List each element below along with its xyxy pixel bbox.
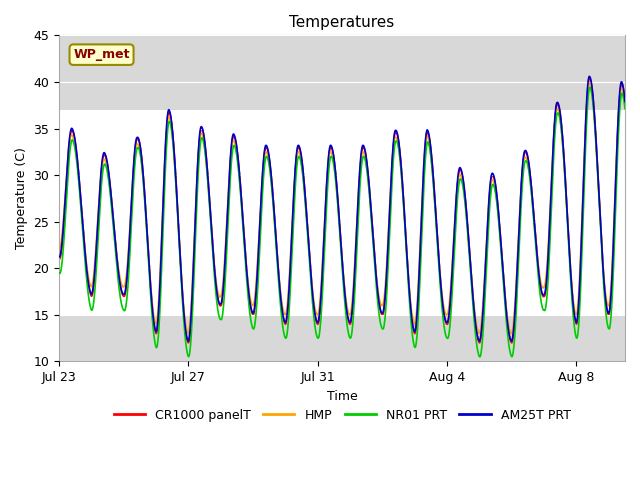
HMP — [55, 247, 63, 252]
AM25T PRT — [586, 73, 593, 79]
CR1000 panelT — [55, 256, 63, 262]
AM25T PRT — [508, 338, 515, 344]
AM25T PRT — [55, 254, 63, 260]
Line: NR01 PRT: NR01 PRT — [59, 87, 625, 357]
CR1000 panelT — [177, 256, 184, 262]
AM25T PRT — [621, 99, 629, 105]
HMP — [397, 170, 405, 176]
Line: AM25T PRT: AM25T PRT — [59, 76, 625, 341]
HMP — [568, 276, 575, 282]
CR1000 panelT — [508, 340, 516, 346]
NR01 PRT — [621, 104, 628, 110]
NR01 PRT — [397, 170, 405, 176]
Text: WP_met: WP_met — [74, 48, 130, 61]
CR1000 panelT — [586, 75, 593, 81]
CR1000 panelT — [621, 97, 628, 103]
Y-axis label: Temperature (C): Temperature (C) — [15, 147, 28, 249]
NR01 PRT — [621, 106, 629, 111]
CR1000 panelT — [621, 99, 629, 105]
AM25T PRT — [397, 165, 405, 170]
HMP — [213, 286, 221, 291]
HMP — [407, 305, 415, 311]
Line: CR1000 panelT: CR1000 panelT — [59, 78, 625, 343]
NR01 PRT — [213, 302, 221, 308]
AM25T PRT — [213, 291, 221, 297]
HMP — [508, 331, 515, 336]
HMP — [177, 257, 184, 263]
AM25T PRT — [621, 97, 628, 103]
Legend: CR1000 panelT, HMP, NR01 PRT, AM25T PRT: CR1000 panelT, HMP, NR01 PRT, AM25T PRT — [109, 404, 575, 427]
CR1000 panelT — [213, 291, 221, 297]
NR01 PRT — [586, 84, 594, 90]
NR01 PRT — [476, 354, 484, 360]
CR1000 panelT — [407, 310, 415, 316]
HMP — [621, 106, 629, 111]
Bar — [59, 110, 625, 315]
NR01 PRT — [407, 320, 415, 326]
Line: HMP: HMP — [59, 83, 625, 334]
NR01 PRT — [55, 270, 63, 276]
NR01 PRT — [177, 263, 184, 268]
HMP — [586, 80, 593, 86]
X-axis label: Time: Time — [326, 390, 358, 403]
CR1000 panelT — [568, 279, 575, 285]
HMP — [621, 104, 628, 110]
AM25T PRT — [568, 280, 575, 286]
NR01 PRT — [568, 288, 575, 294]
AM25T PRT — [407, 310, 415, 315]
CR1000 panelT — [397, 164, 405, 170]
Title: Temperatures: Temperatures — [289, 15, 395, 30]
AM25T PRT — [177, 257, 184, 263]
